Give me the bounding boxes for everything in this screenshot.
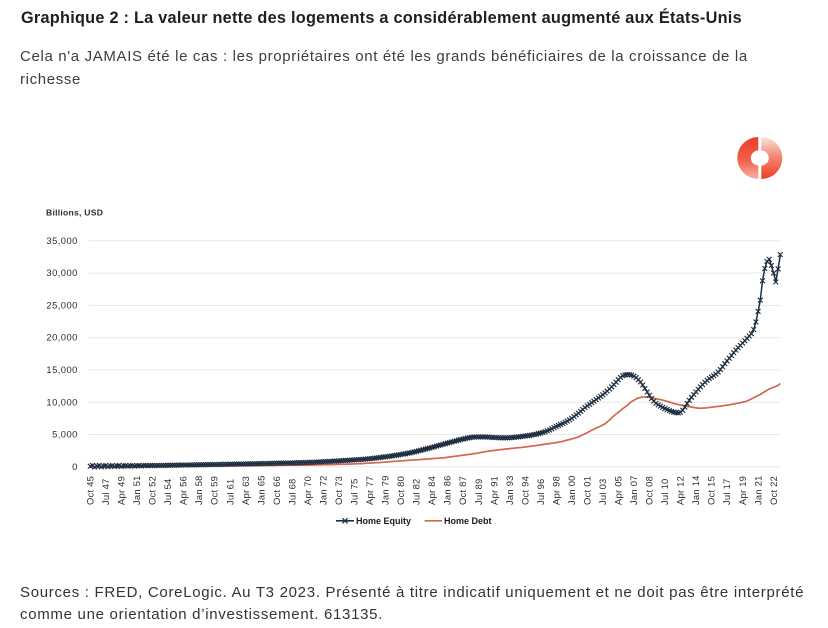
svg-text:10,000: 10,000 — [46, 396, 77, 407]
svg-text:Apr 05: Apr 05 — [613, 476, 624, 505]
svg-text:Jul 82: Jul 82 — [411, 478, 422, 505]
svg-text:Apr 70: Apr 70 — [302, 476, 313, 505]
svg-text:Apr 49: Apr 49 — [116, 476, 127, 505]
svg-text:25,000: 25,000 — [46, 300, 77, 311]
svg-text:Apr 56: Apr 56 — [178, 476, 189, 505]
svg-text:Jul 75: Jul 75 — [349, 478, 360, 505]
svg-text:Apr 19: Apr 19 — [737, 476, 748, 505]
svg-text:Jan 21: Jan 21 — [752, 475, 763, 505]
svg-text:5,000: 5,000 — [52, 429, 78, 440]
svg-text:Jul 17: Jul 17 — [721, 478, 732, 505]
svg-text:35,000: 35,000 — [46, 235, 77, 246]
svg-text:Jul 68: Jul 68 — [286, 478, 297, 505]
svg-text:Oct 08: Oct 08 — [644, 476, 655, 505]
svg-text:30,000: 30,000 — [46, 267, 77, 278]
svg-text:Oct 01: Oct 01 — [582, 476, 593, 505]
svg-text:Oct 15: Oct 15 — [706, 476, 717, 505]
svg-text:Apr 91: Apr 91 — [488, 476, 499, 505]
svg-text:Apr 98: Apr 98 — [550, 476, 561, 505]
svg-text:20,000: 20,000 — [46, 332, 77, 343]
svg-text:Jan 65: Jan 65 — [255, 475, 266, 505]
svg-text:Jan 07: Jan 07 — [628, 475, 639, 505]
svg-text:Oct 73: Oct 73 — [333, 476, 344, 505]
svg-text:Home Debt: Home Debt — [444, 516, 492, 526]
svg-text:Oct 87: Oct 87 — [457, 476, 468, 505]
svg-text:Jul 47: Jul 47 — [100, 478, 111, 505]
svg-text:Jan 00: Jan 00 — [566, 475, 577, 505]
svg-text:Jan 86: Jan 86 — [442, 475, 453, 505]
svg-text:Jul 54: Jul 54 — [162, 478, 173, 505]
svg-text:Jul 03: Jul 03 — [597, 478, 608, 505]
svg-text:Jul 10: Jul 10 — [659, 478, 670, 505]
svg-text:Oct 52: Oct 52 — [147, 476, 158, 505]
svg-text:Jan 93: Jan 93 — [504, 475, 515, 505]
svg-text:Jan 72: Jan 72 — [318, 475, 329, 505]
svg-text:Jan 51: Jan 51 — [131, 475, 142, 505]
svg-text:Jul 89: Jul 89 — [473, 478, 484, 505]
svg-text:Oct 80: Oct 80 — [395, 476, 406, 505]
svg-text:Jul 61: Jul 61 — [224, 478, 235, 505]
svg-text:Oct 45: Oct 45 — [85, 476, 96, 505]
svg-text:0: 0 — [72, 461, 78, 472]
svg-text:Apr 84: Apr 84 — [426, 476, 437, 505]
svg-text:Jan 79: Jan 79 — [380, 475, 391, 505]
svg-text:Apr 77: Apr 77 — [364, 476, 375, 505]
svg-text:Apr 63: Apr 63 — [240, 476, 251, 505]
svg-text:Oct 94: Oct 94 — [519, 476, 530, 505]
svg-text:Oct 66: Oct 66 — [271, 476, 282, 505]
svg-text:Apr 12: Apr 12 — [675, 476, 686, 505]
svg-text:Oct 22: Oct 22 — [768, 476, 779, 505]
svg-text:Oct 59: Oct 59 — [209, 476, 220, 505]
svg-text:Jan 14: Jan 14 — [690, 475, 701, 505]
svg-text:Jan 58: Jan 58 — [193, 475, 204, 505]
svg-text:Jul 96: Jul 96 — [535, 478, 546, 505]
svg-text:Home Equity: Home Equity — [356, 516, 411, 526]
svg-text:15,000: 15,000 — [46, 364, 77, 375]
svg-text:Billions, USD: Billions, USD — [46, 208, 103, 218]
